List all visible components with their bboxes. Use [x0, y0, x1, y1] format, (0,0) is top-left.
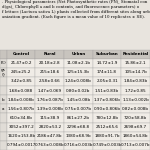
- Text: . Physiological parameters (Net Photosynthetic rates (PN), Stomatal con
d(gs), C: . Physiological parameters (Net Photosyn…: [2, 0, 149, 19]
